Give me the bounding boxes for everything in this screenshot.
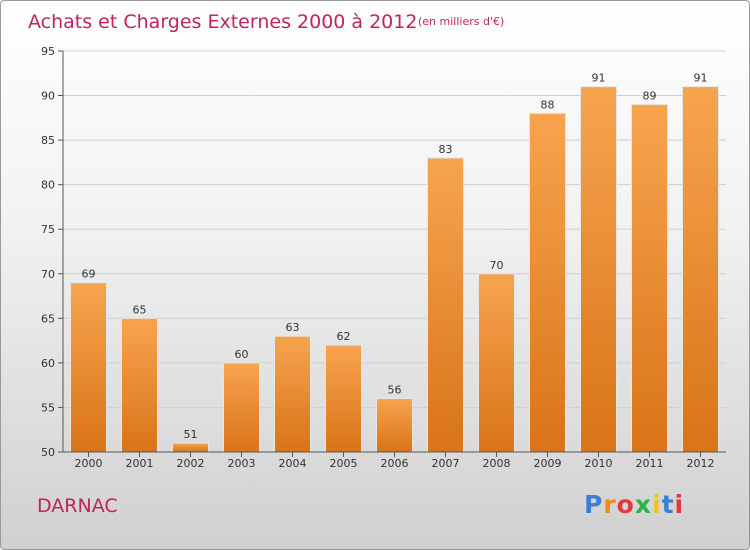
y-tick-label: 70 <box>41 268 55 281</box>
x-tick-label: 2007 <box>432 457 460 470</box>
data-label: 89 <box>643 89 657 102</box>
data-label: 63 <box>286 321 300 334</box>
bar <box>70 282 107 453</box>
data-label: 91 <box>694 72 708 85</box>
x-tick-label: 2006 <box>381 457 409 470</box>
x-tick-label: 2012 <box>687 457 715 470</box>
bar <box>580 86 617 453</box>
bar <box>274 335 311 453</box>
x-tick-label: 2011 <box>636 457 664 470</box>
y-tick-label: 65 <box>41 312 55 325</box>
y-tick-label: 90 <box>41 90 55 103</box>
chart-title: Achats et Charges Externes 2000 à 2012 <box>28 11 417 33</box>
bar <box>223 362 260 453</box>
logo-letter: P <box>584 490 604 519</box>
data-label: 83 <box>439 143 453 156</box>
chart-subtitle: (en milliers d'€) <box>418 15 504 28</box>
data-label: 88 <box>541 98 555 111</box>
y-tick-label: 55 <box>41 401 55 414</box>
logo-letter: i <box>674 490 685 519</box>
y-tick-label: 75 <box>41 223 55 236</box>
data-label: 65 <box>133 303 147 316</box>
bar <box>427 157 464 453</box>
logo-letter: t <box>661 490 675 519</box>
y-tick-label: 60 <box>41 357 55 370</box>
data-label: 60 <box>235 348 249 361</box>
x-axis-ticks: 2000 2001 2002 2003 2004 2005 2006 2007 2008 2009… <box>75 452 715 470</box>
commune-name: DARNAC <box>37 495 118 517</box>
y-tick-label: 85 <box>41 134 55 147</box>
x-tick-label: 2004 <box>279 457 307 470</box>
x-tick-label: 2001 <box>126 457 154 470</box>
data-label: 91 <box>592 72 606 85</box>
x-tick-label: 2010 <box>585 457 613 470</box>
y-tick-label: 50 <box>41 446 55 459</box>
x-tick-label: 2002 <box>177 457 205 470</box>
logo-letter: r <box>603 490 617 519</box>
logo-letter: x <box>634 490 652 519</box>
bar <box>172 442 209 453</box>
bar <box>121 317 158 453</box>
grid-lines <box>63 50 726 453</box>
data-label: 56 <box>388 384 402 397</box>
bar <box>478 273 515 453</box>
y-axis-ticks: 50 55 60 65 70 75 80 85 90 95 <box>41 45 63 459</box>
logo-letter: i <box>652 490 662 519</box>
bars: 69 65 51 60 63 62 56 83 70 88 91 89 91 <box>70 72 719 453</box>
bar <box>682 86 719 453</box>
data-label: 51 <box>184 428 198 441</box>
x-tick-label: 2003 <box>228 457 256 470</box>
proxiti-logo: Proxiti <box>584 490 684 519</box>
bar <box>376 398 413 453</box>
bar <box>631 103 668 453</box>
bar <box>325 344 362 453</box>
data-label: 62 <box>337 330 351 343</box>
bar <box>529 112 566 453</box>
x-tick-label: 2000 <box>75 457 103 470</box>
data-label: 70 <box>490 259 504 272</box>
logo-letter: o <box>616 490 635 519</box>
data-label: 69 <box>82 268 96 281</box>
y-tick-label: 80 <box>41 179 55 192</box>
y-tick-label: 95 <box>41 45 55 58</box>
x-tick-label: 2005 <box>330 457 358 470</box>
x-tick-label: 2009 <box>534 457 562 470</box>
x-tick-label: 2008 <box>483 457 511 470</box>
